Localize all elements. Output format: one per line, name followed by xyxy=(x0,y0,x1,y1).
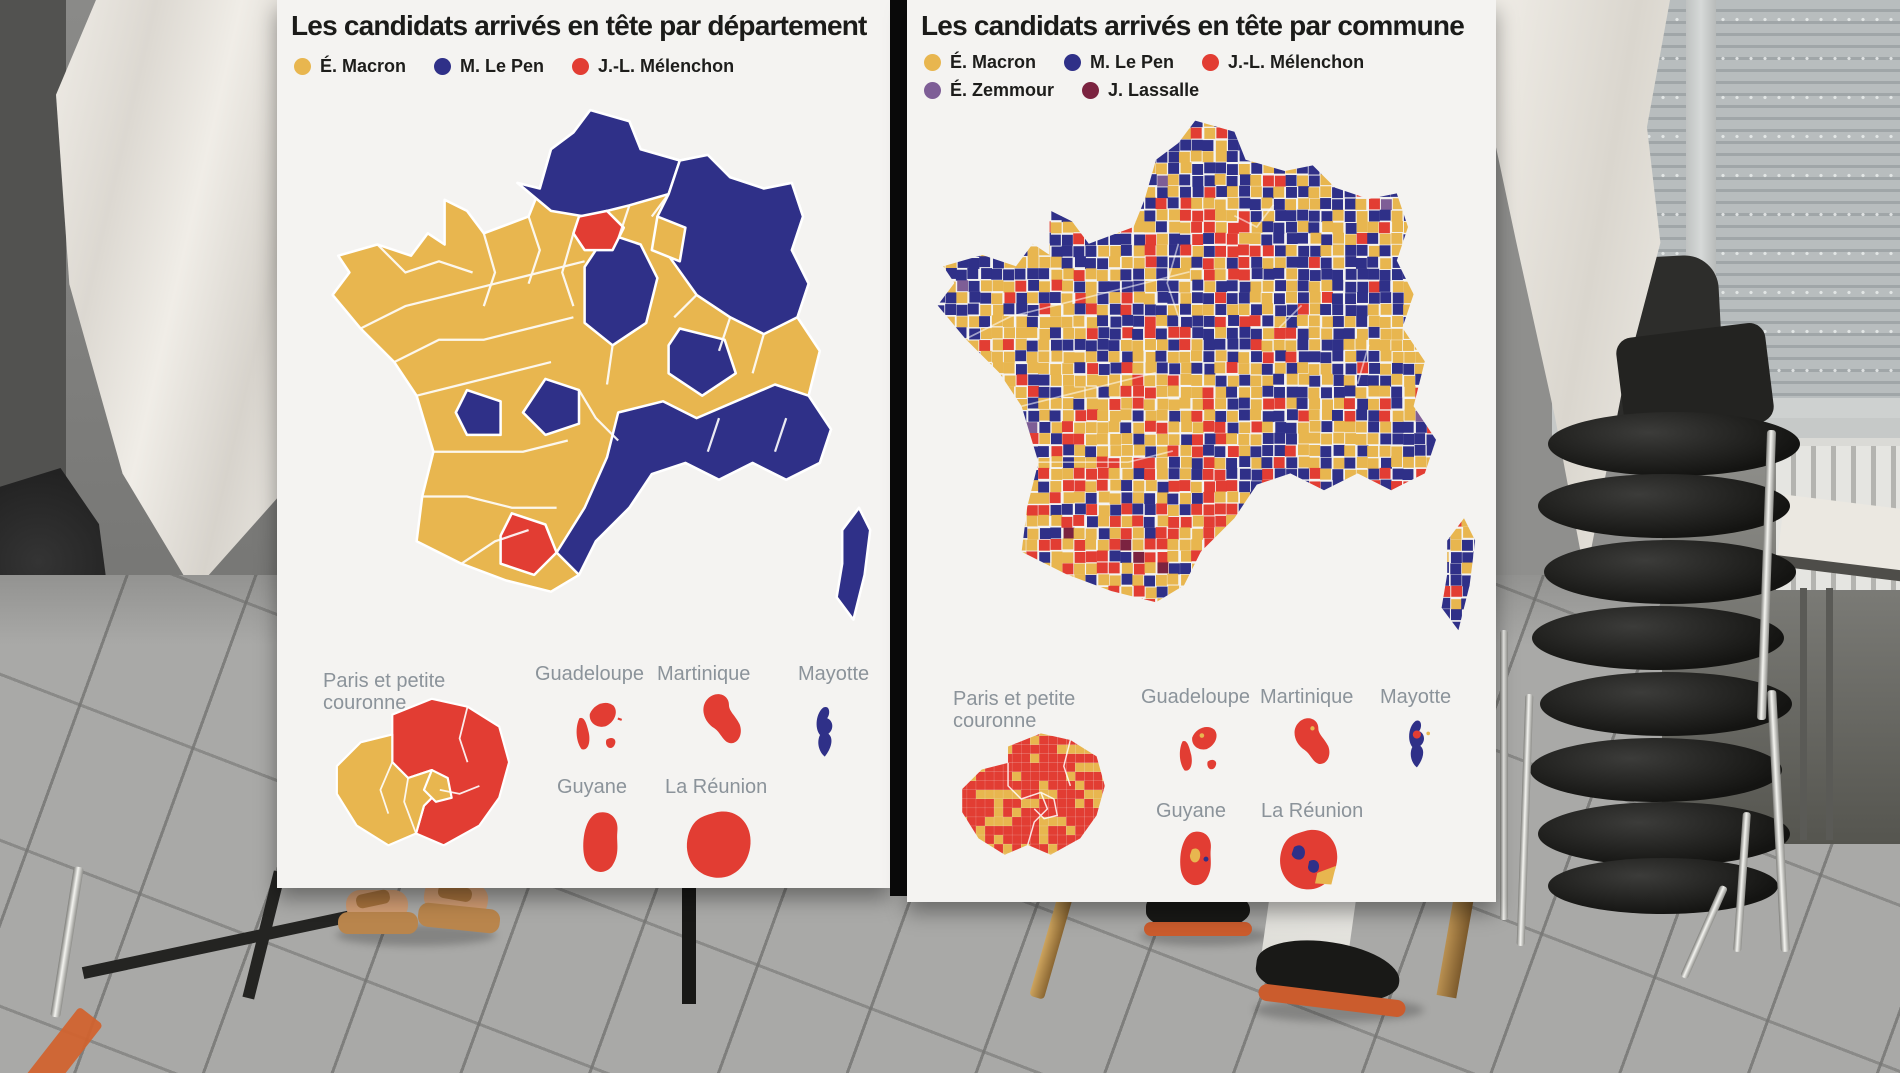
legend-label: É. Macron xyxy=(950,52,1037,72)
wall-dark-corner xyxy=(0,0,66,560)
zemmour-color-dot-icon xyxy=(924,82,941,99)
legend-label: M. Le Pen xyxy=(460,56,545,76)
inset-label-guadeloupe: Guadeloupe xyxy=(535,663,644,685)
legend-item-lepen: M. Le Pen xyxy=(1064,52,1174,73)
inset-map-guadeloupe xyxy=(1179,727,1217,771)
window-blind-right xyxy=(1716,0,1900,400)
inset-map-paris xyxy=(962,733,1105,855)
inset-map-martinique xyxy=(703,694,741,744)
macron-color-dot-icon xyxy=(924,54,941,71)
legend-item-lassalle: J. Lassalle xyxy=(1082,80,1199,101)
inset-label-guyane: Guyane xyxy=(1156,800,1227,822)
inset-label-reunion: La Réunion xyxy=(1261,800,1364,822)
panel-communes: Les candidats arrivés en tête par commun… xyxy=(907,0,1496,902)
stacked-chair-seat xyxy=(1544,540,1796,604)
panel-departements: Les candidats arrivés en tête par départ… xyxy=(277,0,890,888)
lepen-color-dot-icon xyxy=(1064,54,1082,71)
stacked-chair-seat xyxy=(1538,474,1790,538)
person-standing xyxy=(1130,866,1430,1030)
panel-title: Les candidats arrivés en tête par départ… xyxy=(291,10,867,41)
stacked-chair-seat xyxy=(1530,738,1782,802)
orange-shoe-sole xyxy=(1144,922,1252,936)
inset-label-guadeloupe: Guadeloupe xyxy=(1141,686,1250,708)
sandal xyxy=(338,912,418,934)
inset-map-mayotte xyxy=(816,706,833,757)
panel-stand-leg xyxy=(682,886,696,1004)
legend-label: J. Lassalle xyxy=(1108,80,1200,100)
map-france-communes xyxy=(937,120,1476,631)
legend-item-macron: É. Macron xyxy=(924,52,1036,73)
legend-departements: É. Macron M. Le Pen J.-L. Mélenchon xyxy=(294,56,734,77)
inset-map-guadeloupe xyxy=(576,702,623,750)
stacked-chair-seat xyxy=(1538,802,1790,866)
map-france-departements xyxy=(331,108,872,621)
legend-label: J.-L. Mélenchon xyxy=(1228,52,1365,72)
inset-map-reunion xyxy=(686,811,751,878)
inset-label-mayotte: Mayotte xyxy=(798,663,870,685)
inset-map-guyane xyxy=(583,812,618,872)
inset-label-paris: Paris et petite couronne xyxy=(953,688,1076,733)
legend-communes-row1: É. Macron M. Le Pen J.-L. Mélenchon xyxy=(924,52,1364,73)
melenchon-color-dot-icon xyxy=(1202,54,1220,71)
inset-label-reunion: La Réunion xyxy=(665,776,768,798)
radiator-pipe xyxy=(1800,588,1807,840)
inset-map-guyane xyxy=(1180,831,1211,886)
legend-item-zemmour: É. Zemmour xyxy=(924,80,1054,101)
department-borders xyxy=(965,204,1370,464)
stacked-chair-seat xyxy=(1532,606,1784,670)
stacked-chair-seat xyxy=(1548,412,1800,476)
macron-color-dot-icon xyxy=(294,58,311,75)
legend-label: M. Le Pen xyxy=(1090,52,1175,72)
lepen-color-dot-icon xyxy=(434,58,452,75)
inset-map-mayotte xyxy=(1409,720,1431,768)
inset-map-martinique xyxy=(1294,718,1330,764)
melenchon-color-dot-icon xyxy=(572,58,590,75)
inset-map-paris xyxy=(335,697,511,847)
lassalle-color-dot-icon xyxy=(1082,82,1100,99)
stacked-chair-seat xyxy=(1540,672,1792,736)
panel-divider-bar xyxy=(890,0,907,896)
inset-map-reunion xyxy=(1280,829,1338,890)
legend-item-lepen: M. Le Pen xyxy=(434,56,544,77)
department-borders xyxy=(360,193,788,565)
legend-label: É. Macron xyxy=(320,56,407,76)
inset-label-mayotte: Mayotte xyxy=(1380,686,1452,708)
inset-label-paris: Paris et petite couronne xyxy=(323,670,446,715)
legend-item-melenchon: J.-L. Mélenchon xyxy=(1202,52,1364,73)
legend-communes-row2: É. Zemmour J. Lassalle xyxy=(924,80,1199,101)
legend-item-macron: É. Macron xyxy=(294,56,406,77)
radiator-pipe-2 xyxy=(1826,588,1833,840)
inset-label-guyane: Guyane xyxy=(557,776,628,798)
inset-label-martinique: Martinique xyxy=(1260,686,1354,708)
legend-label: J.-L. Mélenchon xyxy=(598,56,735,76)
person-sandals xyxy=(336,876,502,954)
legend-label: É. Zemmour xyxy=(950,80,1055,100)
panel-title: Les candidats arrivés en tête par commun… xyxy=(921,10,1465,41)
inset-label-martinique: Martinique xyxy=(657,663,751,685)
chair-leg-chrome xyxy=(1500,630,1508,920)
legend-item-melenchon: J.-L. Mélenchon xyxy=(572,56,734,77)
